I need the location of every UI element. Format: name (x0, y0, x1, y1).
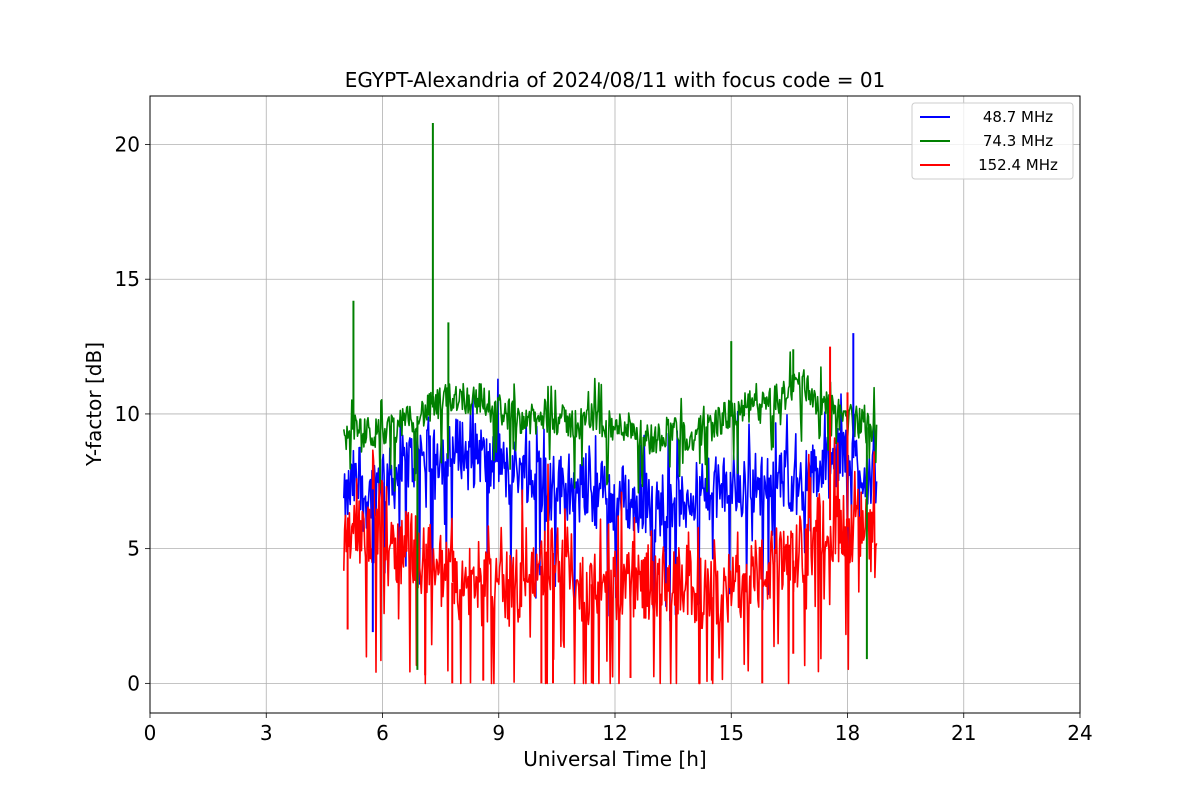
y-tick-label: 5 (127, 537, 140, 561)
y-tick-label: 15 (115, 267, 140, 291)
legend: 48.7 MHz 74.3 MHz 152.4 MHz (911, 102, 1074, 180)
x-tick-label: 12 (602, 721, 627, 745)
y-tick-label: 20 (115, 132, 140, 156)
x-tick-label: 24 (1067, 721, 1092, 745)
legend-label: 74.3 MHz (983, 132, 1053, 150)
legend-label: 152.4 MHz (978, 156, 1058, 174)
x-tick-label: 6 (376, 721, 389, 745)
y-tick-label: 0 (127, 671, 140, 695)
x-axis: 0 3 6 9 12 15 18 21 24 (144, 713, 1093, 745)
y-axis-label: Y-factor [dB] (82, 342, 106, 467)
x-tick-label: 18 (835, 721, 860, 745)
y-tick-label: 10 (115, 402, 140, 426)
x-tick-label: 15 (719, 721, 744, 745)
x-tick-label: 3 (260, 721, 273, 745)
legend-label: 48.7 MHz (983, 108, 1053, 126)
legend-box (911, 102, 1074, 180)
x-tick-label: 9 (492, 721, 505, 745)
series-line (343, 437, 878, 685)
x-tick-label: 21 (951, 721, 976, 745)
x-axis-label: Universal Time [h] (523, 747, 706, 771)
series-layer (343, 122, 878, 685)
x-tick-label: 0 (144, 721, 157, 745)
y-axis: 0 5 10 15 20 (115, 132, 150, 695)
chart-title: EGYPT-Alexandria of 2024/08/11 with focu… (345, 68, 886, 92)
